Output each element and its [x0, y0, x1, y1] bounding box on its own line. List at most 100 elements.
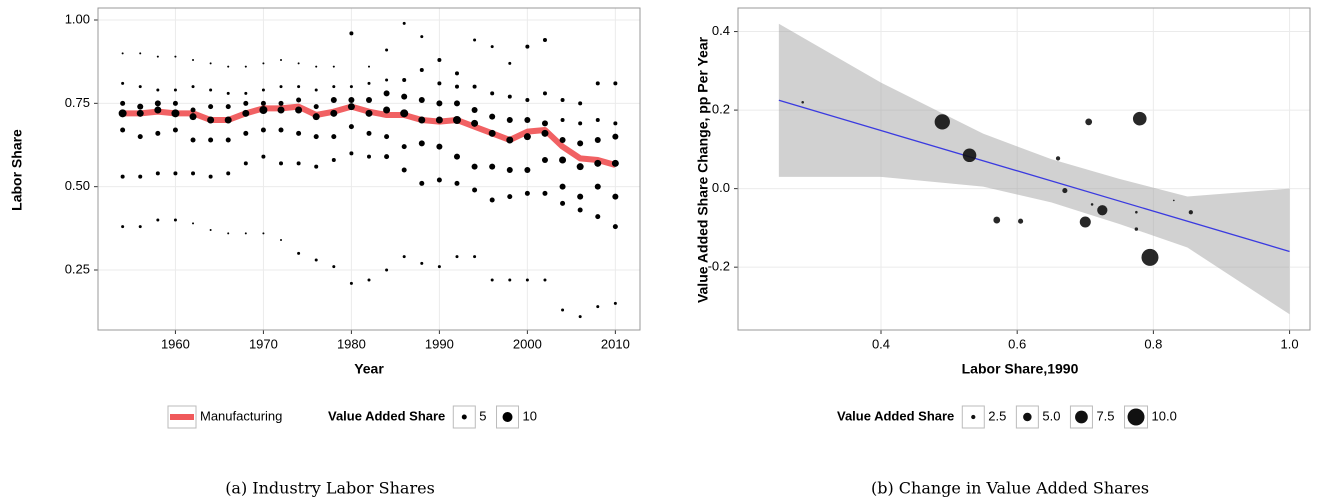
point: [508, 278, 512, 282]
point: [383, 90, 390, 97]
point: [189, 113, 197, 121]
legend-title: Value Added Share: [837, 408, 954, 423]
point: [296, 130, 302, 136]
point: [436, 177, 442, 183]
legend-label: 5: [479, 408, 486, 423]
point: [559, 156, 567, 164]
x-tick-label: 2000: [513, 336, 542, 351]
point: [280, 59, 283, 61]
point: [383, 106, 391, 114]
point: [173, 88, 177, 92]
point: [454, 84, 459, 89]
point: [472, 84, 477, 89]
point: [331, 134, 337, 140]
legend-label: 10.0: [1152, 408, 1177, 423]
point: [455, 255, 459, 259]
point: [368, 65, 370, 68]
y-tick-label: 0.4: [712, 23, 730, 38]
point: [295, 106, 303, 114]
point: [1079, 216, 1091, 228]
y-tick-label: 0.75: [65, 95, 90, 110]
point: [578, 101, 583, 106]
point: [577, 140, 584, 147]
point: [348, 124, 354, 130]
plot-panel: [98, 8, 640, 330]
point: [227, 232, 230, 235]
point: [612, 224, 618, 230]
point: [471, 163, 478, 170]
point: [418, 97, 425, 103]
point: [348, 97, 355, 103]
point: [490, 91, 495, 96]
point: [191, 85, 195, 89]
point: [154, 106, 162, 114]
point: [594, 137, 601, 143]
point: [611, 159, 619, 167]
point: [541, 120, 548, 127]
point: [244, 65, 247, 68]
point: [192, 59, 195, 61]
point: [138, 174, 143, 179]
point: [207, 116, 215, 124]
point: [435, 116, 443, 124]
point: [243, 100, 249, 106]
point: [437, 81, 442, 86]
point: [525, 98, 530, 102]
x-tick-label: 1.0: [1281, 336, 1299, 351]
point: [243, 130, 249, 136]
point: [171, 109, 180, 118]
y-tick-label: 0.0: [712, 180, 730, 195]
point: [226, 171, 231, 176]
point: [560, 98, 565, 102]
point: [962, 148, 977, 163]
point: [576, 163, 584, 171]
point: [120, 174, 125, 179]
point: [613, 81, 618, 86]
point: [577, 193, 584, 200]
point: [259, 106, 268, 114]
legend-label: Manufacturing: [200, 408, 282, 423]
x-axis-title: Year: [354, 361, 384, 377]
point: [173, 171, 178, 176]
point: [120, 100, 126, 106]
point: [225, 137, 231, 143]
point: [402, 255, 406, 259]
point: [332, 85, 336, 89]
point: [384, 154, 390, 160]
point: [154, 100, 161, 107]
point: [560, 200, 566, 206]
point: [506, 136, 514, 144]
point: [402, 21, 406, 25]
point: [349, 151, 354, 156]
point: [347, 103, 355, 111]
y-tick-label: 0.50: [65, 178, 90, 193]
point: [993, 216, 1001, 224]
point: [419, 180, 425, 186]
point: [543, 278, 547, 282]
point: [137, 103, 144, 110]
point: [1134, 227, 1139, 231]
y-tick-label: 0.25: [65, 261, 90, 276]
point: [331, 158, 336, 162]
point: [1062, 188, 1068, 194]
point: [156, 88, 160, 92]
point: [506, 117, 513, 123]
x-tick-label: 1970: [249, 336, 278, 351]
point: [209, 62, 212, 65]
plot-border: [737, 7, 1311, 331]
y-tick-label: 0.2: [712, 102, 730, 117]
plot-border: [97, 7, 641, 331]
point: [612, 193, 619, 200]
point: [577, 207, 583, 213]
point: [595, 118, 600, 122]
point: [209, 88, 213, 92]
point: [1141, 248, 1159, 266]
legend-symbol: [971, 414, 976, 420]
point: [120, 127, 126, 133]
legend-symbol: [1023, 412, 1032, 422]
point: [559, 183, 566, 190]
point: [542, 38, 547, 42]
legend-symbol: [502, 412, 513, 422]
point: [260, 127, 266, 133]
point: [1135, 210, 1138, 214]
